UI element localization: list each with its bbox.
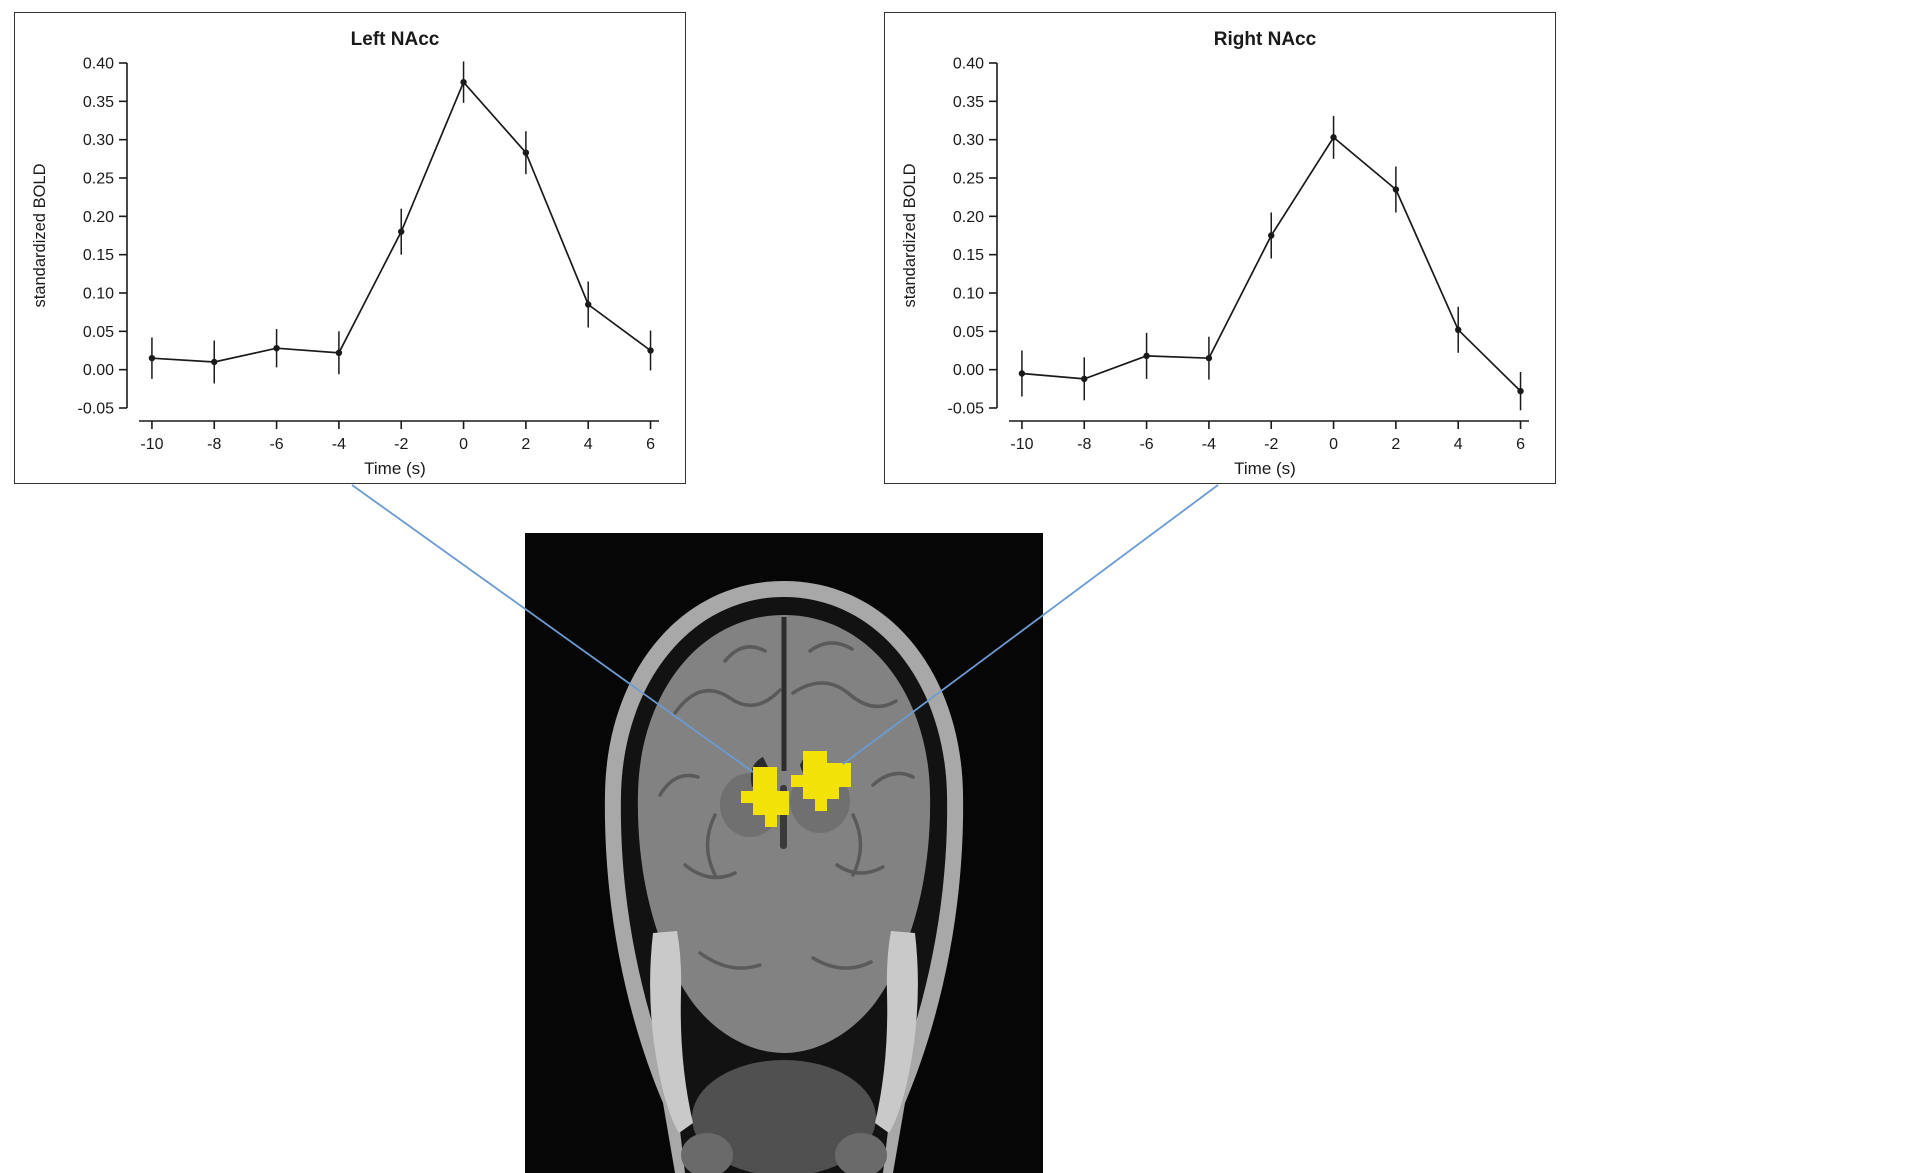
x-tick-label: -10 (140, 436, 163, 453)
y-tick-label: 0.25 (83, 171, 114, 188)
y-tick-label: 0.00 (953, 362, 984, 379)
y-tick-label: 0.40 (953, 56, 984, 73)
y-tick-label: -0.05 (948, 401, 985, 418)
y-axis-title: standardized BOLD (31, 163, 49, 307)
x-tick-label: -4 (1202, 436, 1216, 453)
data-point (1330, 134, 1337, 141)
data-point (148, 354, 156, 362)
y-tick-label: 0.05 (83, 324, 114, 341)
y-axis-title: standardized BOLD (901, 163, 919, 307)
x-tick-label: -8 (207, 436, 221, 453)
x-tick-label: -10 (1010, 436, 1033, 453)
data-point (273, 345, 280, 352)
y-tick-label: 0.30 (83, 132, 114, 149)
x-tick-label: 0 (1329, 436, 1338, 453)
y-tick-label: 0.05 (953, 324, 984, 341)
x-tick-label: -6 (1139, 436, 1153, 453)
x-tick-label: 2 (521, 436, 530, 453)
data-line (1021, 136, 1522, 392)
data-point (1268, 232, 1275, 239)
data-point (1517, 387, 1524, 395)
brain-mri-svg (525, 533, 1043, 1173)
data-point (1143, 352, 1150, 360)
data-point (335, 349, 343, 356)
chart-title: Right NAcc (1214, 29, 1317, 50)
x-tick-label: 6 (646, 436, 655, 453)
x-axis-title: Time (s) (364, 459, 426, 478)
data-point (1081, 375, 1088, 383)
data-point (1205, 354, 1213, 362)
y-tick-label: 0.35 (83, 94, 114, 111)
data-point (585, 301, 592, 308)
y-tick-label: 0.20 (83, 209, 114, 226)
y-tick-label: 0.10 (83, 286, 114, 303)
brainstem-area (692, 1060, 876, 1173)
y-tick-label: 0.15 (953, 247, 984, 264)
x-tick-label: 0 (459, 436, 468, 453)
data-point (460, 78, 467, 86)
data-point (1018, 370, 1026, 377)
y-tick-label: 0.35 (953, 94, 984, 111)
brain-mri-image (525, 533, 1043, 1173)
right-nacc-chart-svg: Right NAcc -0.05 0.00 0.05 0.10 0.15 0.20 0.25 0… (901, 29, 1529, 478)
data-point (211, 358, 218, 366)
data-point (1392, 186, 1400, 193)
activation-cluster-left (741, 767, 789, 827)
jaw-left (681, 1133, 733, 1173)
temporalis-left (650, 931, 693, 1133)
x-tick-label: 2 (1391, 436, 1400, 453)
chart-title: Left NAcc (351, 29, 440, 50)
left-nacc-chart: Left NAcc -0.05 0.00 0.05 0.10 0.15 0.20 0.25 0.… (14, 12, 686, 484)
x-tick-label: 6 (1516, 436, 1525, 453)
x-axis-title: Time (s) (1234, 459, 1296, 478)
x-tick-label: -6 (269, 436, 283, 453)
y-tick-label: 0.15 (83, 247, 114, 264)
y-tick-label: 0.00 (83, 362, 114, 379)
x-tick-label: -8 (1077, 436, 1091, 453)
y-tick-label: 0.20 (953, 209, 984, 226)
activation-cluster-right (791, 751, 851, 811)
temporalis-right (875, 931, 918, 1133)
y-tick-label: 0.25 (953, 171, 984, 188)
data-point (1455, 326, 1462, 333)
data-point (647, 347, 654, 354)
x-tick-label: -4 (332, 436, 346, 453)
y-tick-label: 0.30 (953, 132, 984, 149)
y-tick-label: 0.40 (83, 56, 114, 73)
data-point (522, 149, 530, 156)
y-tick-label: -0.05 (78, 401, 115, 418)
x-tick-label: 4 (1454, 436, 1463, 453)
y-tick-label: 0.10 (953, 286, 984, 303)
x-tick-label: -2 (1264, 436, 1278, 453)
data-point (398, 228, 405, 235)
jaw-right (835, 1133, 887, 1173)
x-tick-label: -2 (394, 436, 408, 453)
right-nacc-chart: Right NAcc -0.05 0.00 0.05 0.10 0.15 0.20 0.25 0… (884, 12, 1556, 484)
left-nacc-chart-svg: Left NAcc -0.05 0.00 0.05 0.10 0.15 0.20 0.25 0.… (31, 29, 659, 478)
x-tick-label: 4 (584, 436, 593, 453)
